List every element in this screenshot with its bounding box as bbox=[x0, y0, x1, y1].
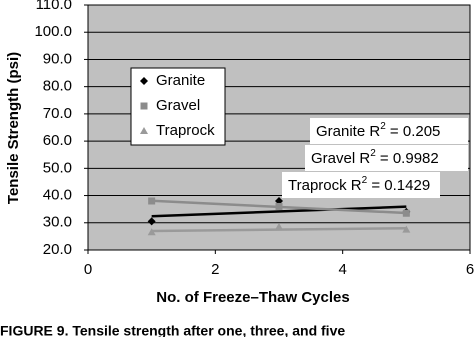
x-tick-label: 2 bbox=[211, 261, 219, 278]
marker bbox=[147, 217, 156, 226]
y-tick-label: 50.0 bbox=[43, 159, 72, 176]
annotation: Gravel R2 = 0.9982 bbox=[311, 148, 439, 167]
y-tick-label: 60.0 bbox=[43, 132, 72, 149]
y-tick-label: 40.0 bbox=[43, 187, 72, 204]
annotation-box bbox=[282, 172, 440, 198]
x-tick-label: 4 bbox=[338, 261, 346, 278]
y-tick-label: 30.0 bbox=[43, 214, 72, 231]
marker bbox=[147, 228, 156, 236]
marker bbox=[275, 222, 283, 230]
trendline bbox=[151, 205, 407, 218]
annotation: Traprock R2 = 0.1429 bbox=[288, 175, 430, 194]
annotation-sup: 2 bbox=[362, 175, 368, 186]
annotation-text: Gravel R bbox=[311, 150, 370, 167]
legend-marker bbox=[140, 127, 148, 134]
annotation-text: Traprock R bbox=[288, 177, 362, 194]
marker bbox=[402, 209, 410, 217]
y-tick-label: 110.0 bbox=[36, 0, 72, 13]
y-axis-label: Tensile Strength (psi) bbox=[5, 52, 22, 204]
x-tick-label: 6 bbox=[466, 261, 474, 278]
annotation-sup: 2 bbox=[380, 121, 386, 132]
caption: FIGURE 9. Tensile strength after one, th… bbox=[0, 323, 345, 337]
marker bbox=[148, 197, 156, 205]
legend-marker bbox=[140, 102, 148, 110]
annotation-text: Granite R bbox=[316, 123, 380, 140]
marker bbox=[275, 202, 283, 210]
legend-marker bbox=[140, 77, 148, 85]
annotation: Granite R2 = 0.205 bbox=[316, 121, 440, 140]
y-tick-label: 100.0 bbox=[34, 23, 72, 40]
legend-label: Traprock bbox=[156, 122, 215, 139]
y-tick-label: 90.0 bbox=[43, 50, 72, 67]
y-tick-label: 20.0 bbox=[43, 241, 72, 258]
x-axis-label: No. of Freeze–Thaw Cycles bbox=[156, 289, 349, 306]
annotation-tail: = 0.1429 bbox=[367, 177, 430, 194]
plot-border bbox=[87, 4, 471, 251]
legend-label: Gravel bbox=[156, 97, 200, 114]
legend-label: Granite bbox=[156, 72, 205, 89]
x-tick-label: 0 bbox=[84, 261, 92, 278]
annotation-sup: 2 bbox=[370, 148, 376, 159]
annotation-box bbox=[310, 118, 468, 144]
marker bbox=[402, 225, 411, 233]
annotation-box bbox=[305, 145, 468, 171]
annotation-tail: = 0.205 bbox=[386, 123, 441, 140]
y-tick-label: 80.0 bbox=[43, 78, 72, 95]
y-tick-label: 70.0 bbox=[43, 105, 72, 122]
annotation-tail: = 0.9982 bbox=[376, 150, 439, 167]
